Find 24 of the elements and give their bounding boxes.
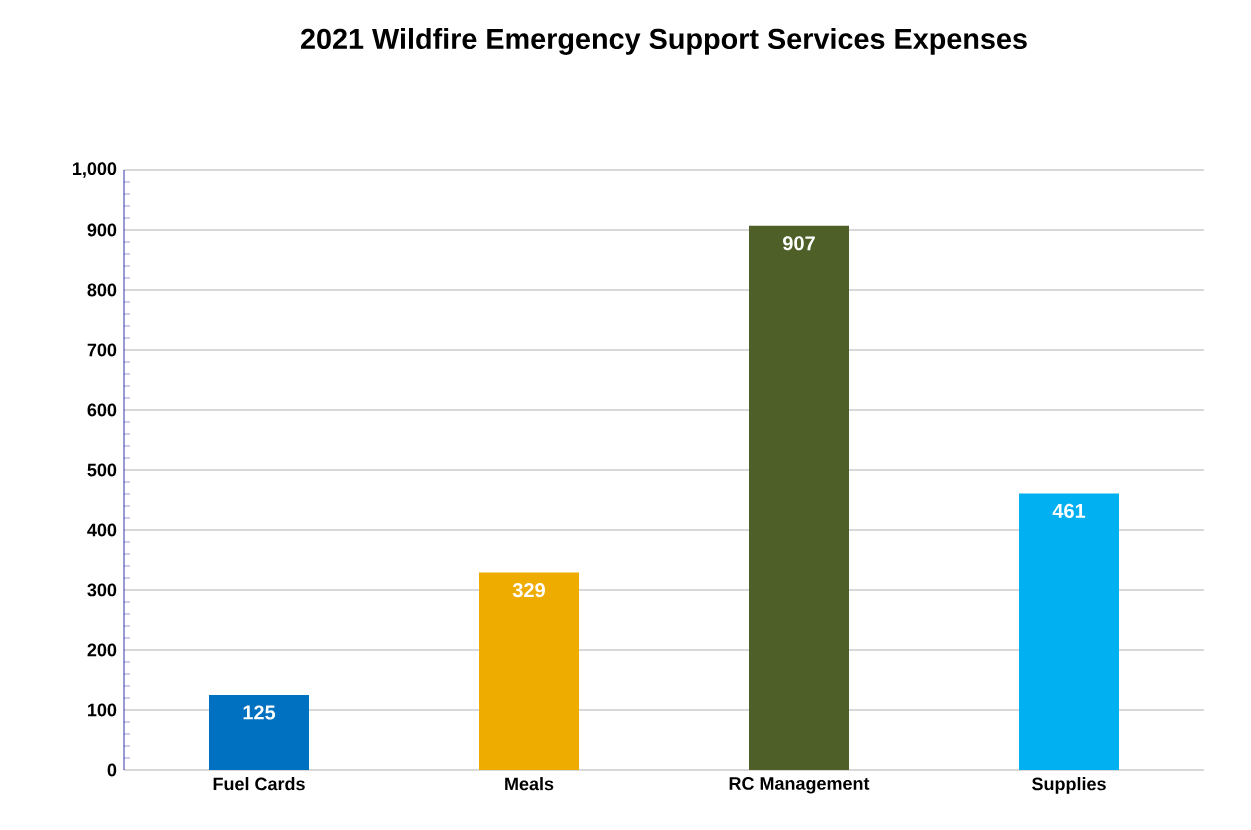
x-tick-label: Meals	[505, 777, 554, 791]
bar	[479, 572, 580, 770]
y-tick-label: 100	[88, 703, 117, 717]
x-tick-label: RC Management	[729, 777, 870, 794]
y-tick-label: 500	[87, 463, 117, 477]
y-tick-label: 200	[87, 643, 117, 657]
y-tick-label: 400	[87, 523, 117, 537]
bar	[209, 694, 310, 770]
data-label: 461	[1052, 503, 1086, 518]
y-tick-label: 600	[87, 403, 117, 417]
data-label: 329	[512, 583, 545, 598]
y-tick-label: 900	[87, 223, 117, 237]
x-tick-label: Fuel Cards	[213, 777, 305, 791]
bar	[749, 225, 850, 770]
y-tick-label: 800	[87, 283, 117, 297]
y-tick-label: 1,000	[73, 162, 117, 178]
data-label: 125	[243, 705, 276, 720]
y-tick-label: 0	[107, 763, 117, 777]
y-tick-label: 700	[87, 343, 117, 357]
y-tick-label: 300	[87, 583, 117, 597]
data-label: 907	[783, 236, 815, 251]
x-tick-label: Supplies	[1032, 777, 1106, 794]
chart-title: 2021 Wildfire Emergency Support Services Expenses	[300, 27, 1027, 55]
bar	[1019, 493, 1120, 770]
